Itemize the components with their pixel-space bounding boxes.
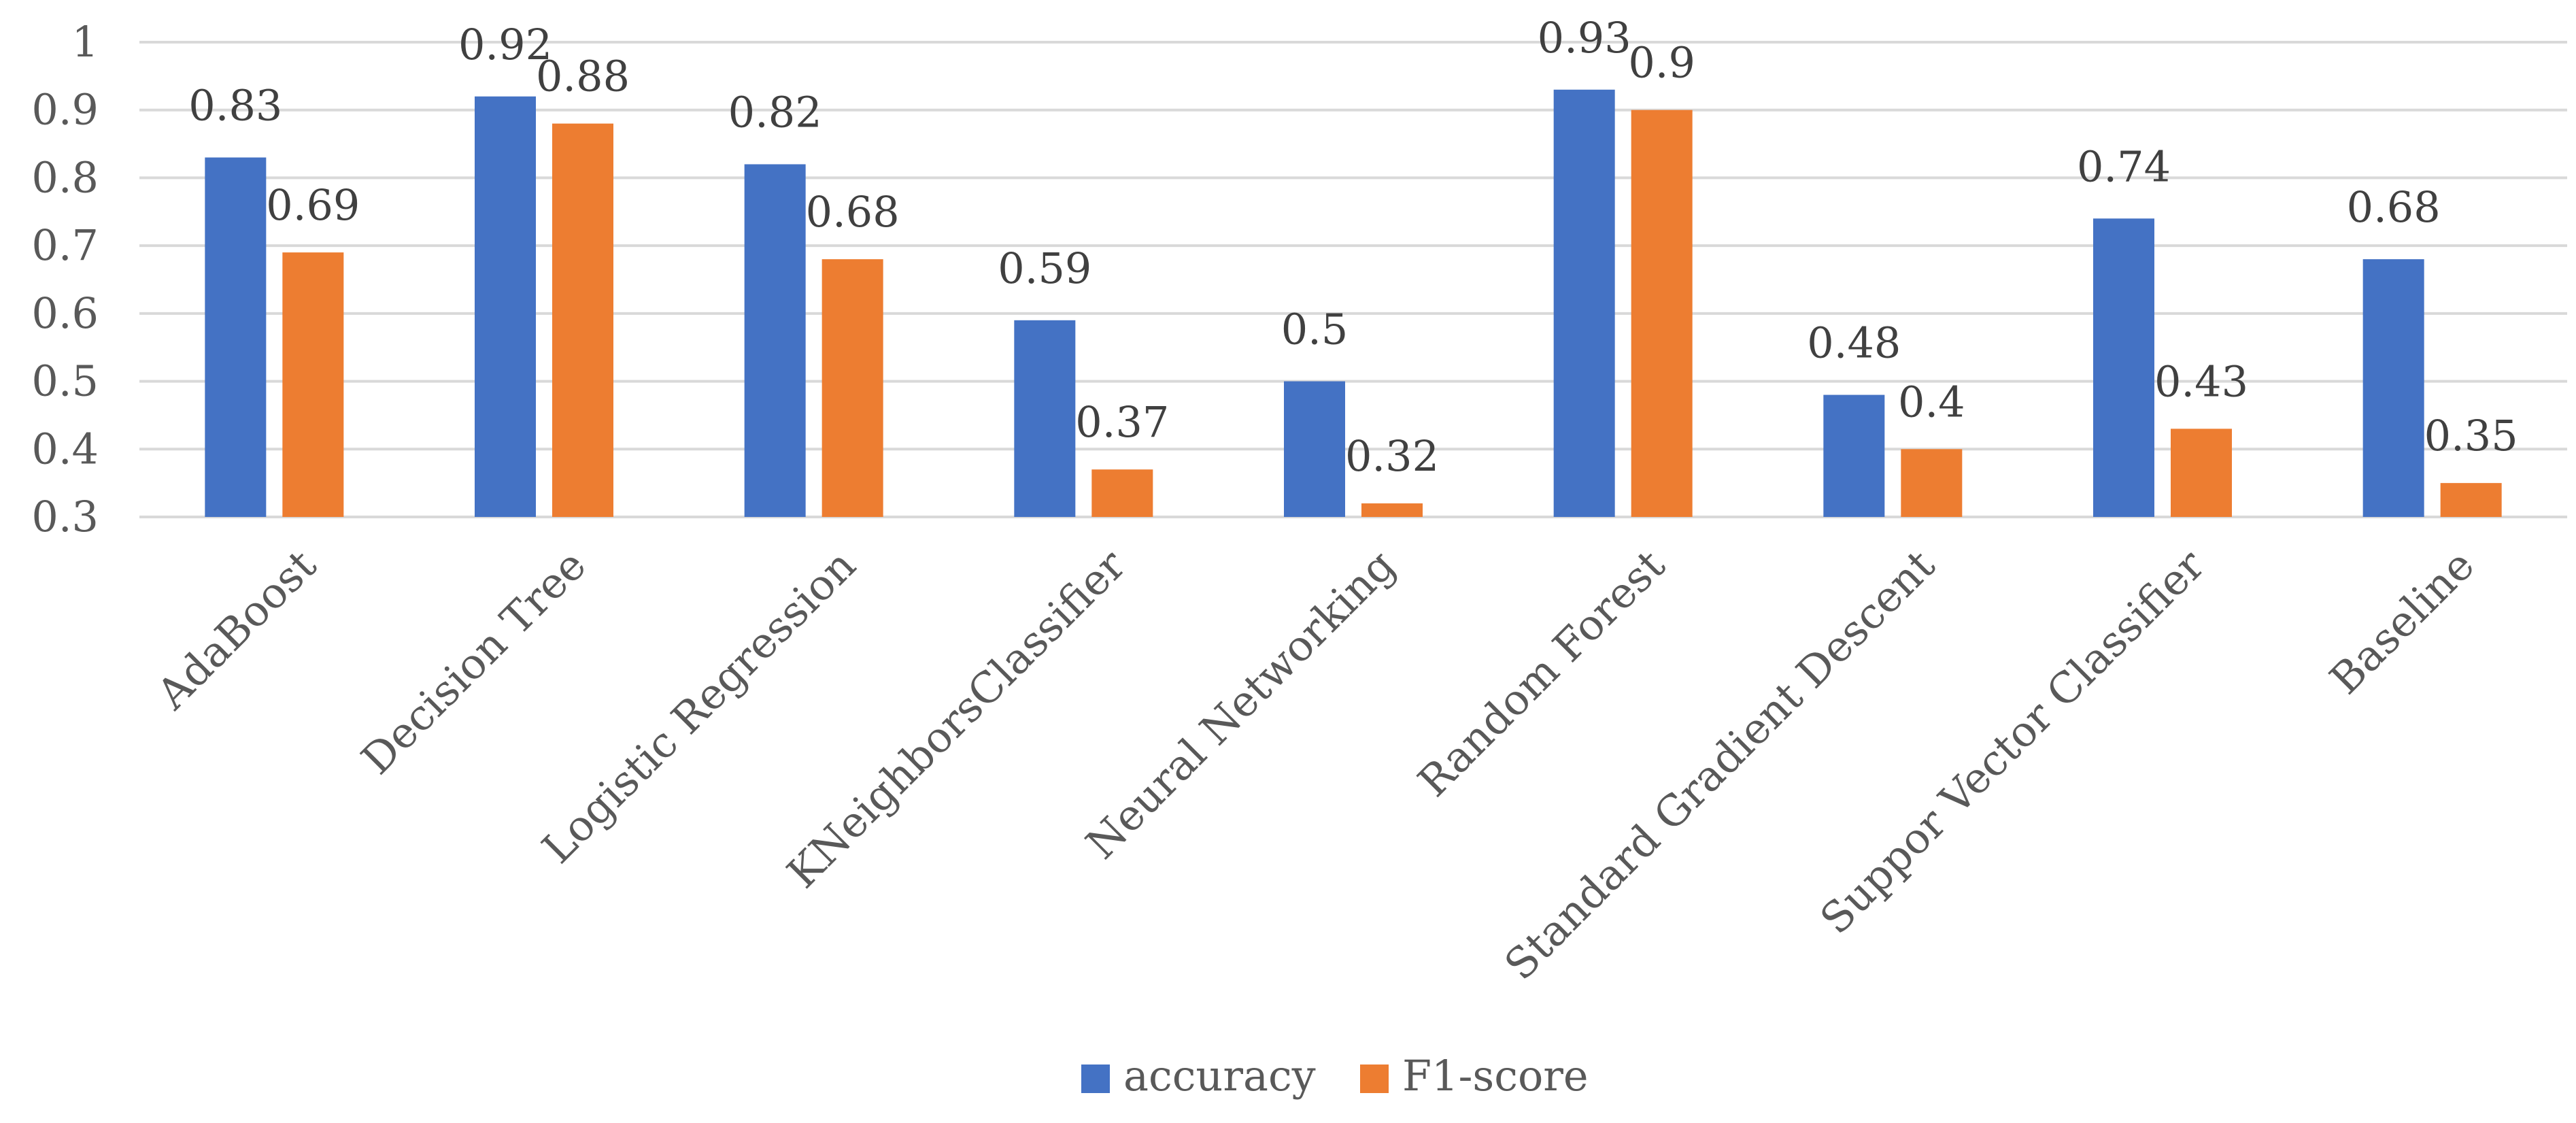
bar-f1-score <box>1631 110 1693 517</box>
data-label: 0.9 <box>1628 38 1695 88</box>
data-label: 0.69 <box>266 180 360 230</box>
y-axis-ticks: 0.3 0.4 0.5 0.6 0.7 0.8 0.9 1 <box>31 17 99 541</box>
data-label: 0.5 <box>1281 305 1349 354</box>
data-label: 0.93 <box>1538 13 1631 63</box>
bar-f1-score <box>821 259 883 517</box>
data-label: 0.82 <box>728 87 822 137</box>
legend-swatch <box>1081 1065 1110 1093</box>
x-category-label: Logistic Regression <box>532 540 865 873</box>
data-label: 0.37 <box>1075 397 1169 447</box>
y-tick-label: 0.9 <box>31 85 99 135</box>
bar-f1-score <box>2440 483 2502 517</box>
y-tick-label: 0.8 <box>31 152 99 202</box>
legend-label: accuracy <box>1123 1051 1316 1101</box>
bar-accuracy <box>2362 259 2424 517</box>
data-label: 0.68 <box>2347 182 2441 232</box>
data-label: 0.35 <box>2424 411 2518 460</box>
bar-f1-score <box>1361 503 1423 517</box>
y-tick-label: 0.4 <box>31 424 99 473</box>
bar-accuracy <box>1823 395 1885 517</box>
bar-f1-score <box>1091 469 1153 517</box>
x-category-label: Standard Gradient Descent <box>1495 540 1944 990</box>
x-category-label: Neural Networking <box>1077 540 1405 869</box>
data-label: 0.83 <box>188 81 282 131</box>
data-label: 0.74 <box>2077 141 2171 191</box>
bar-f1-score <box>1901 449 1963 517</box>
legend: accuracy F1-score <box>1081 1051 1589 1101</box>
bar-accuracy <box>1553 89 1615 518</box>
data-label: 0.59 <box>998 244 1091 293</box>
bar-accuracy <box>744 164 806 517</box>
data-label: 0.88 <box>536 52 630 101</box>
x-category-label: Random Forest <box>1408 540 1674 806</box>
bar-f1-score <box>282 252 344 517</box>
legend-swatch <box>1360 1065 1389 1093</box>
x-category-label: Baseline <box>2320 540 2484 704</box>
bar-accuracy <box>1014 320 1076 517</box>
data-label: 0.92 <box>458 20 552 69</box>
bar-accuracy <box>1284 381 1345 517</box>
legend-label: F1-score <box>1402 1051 1589 1101</box>
bar-accuracy <box>2093 218 2154 517</box>
y-tick-label: 0.5 <box>31 356 99 406</box>
data-label: 0.4 <box>1898 377 1965 426</box>
bar-f1-score <box>2171 429 2232 517</box>
y-tick-label: 1 <box>72 17 99 67</box>
x-category-label: AdaBoost <box>147 540 326 719</box>
y-tick-label: 0.7 <box>31 220 99 270</box>
bar-accuracy <box>475 96 536 517</box>
y-tick-label: 0.6 <box>31 288 99 338</box>
data-label: 0.43 <box>2154 356 2248 406</box>
data-label: 0.48 <box>1807 318 1901 368</box>
data-labels: 0.83 0.69 0.920.88 0.82 0.68 0.59 0.37 0.5 0.32 0… <box>188 13 2518 481</box>
data-label: 0.32 <box>1345 431 1439 481</box>
data-label: 0.68 <box>806 187 900 237</box>
x-category-label: Decision Tree <box>352 540 595 784</box>
bars <box>205 89 2502 518</box>
bar-f1-score <box>552 123 613 517</box>
gridlines <box>139 41 2567 518</box>
bar-accuracy <box>205 157 267 517</box>
y-tick-label: 0.3 <box>31 492 99 541</box>
